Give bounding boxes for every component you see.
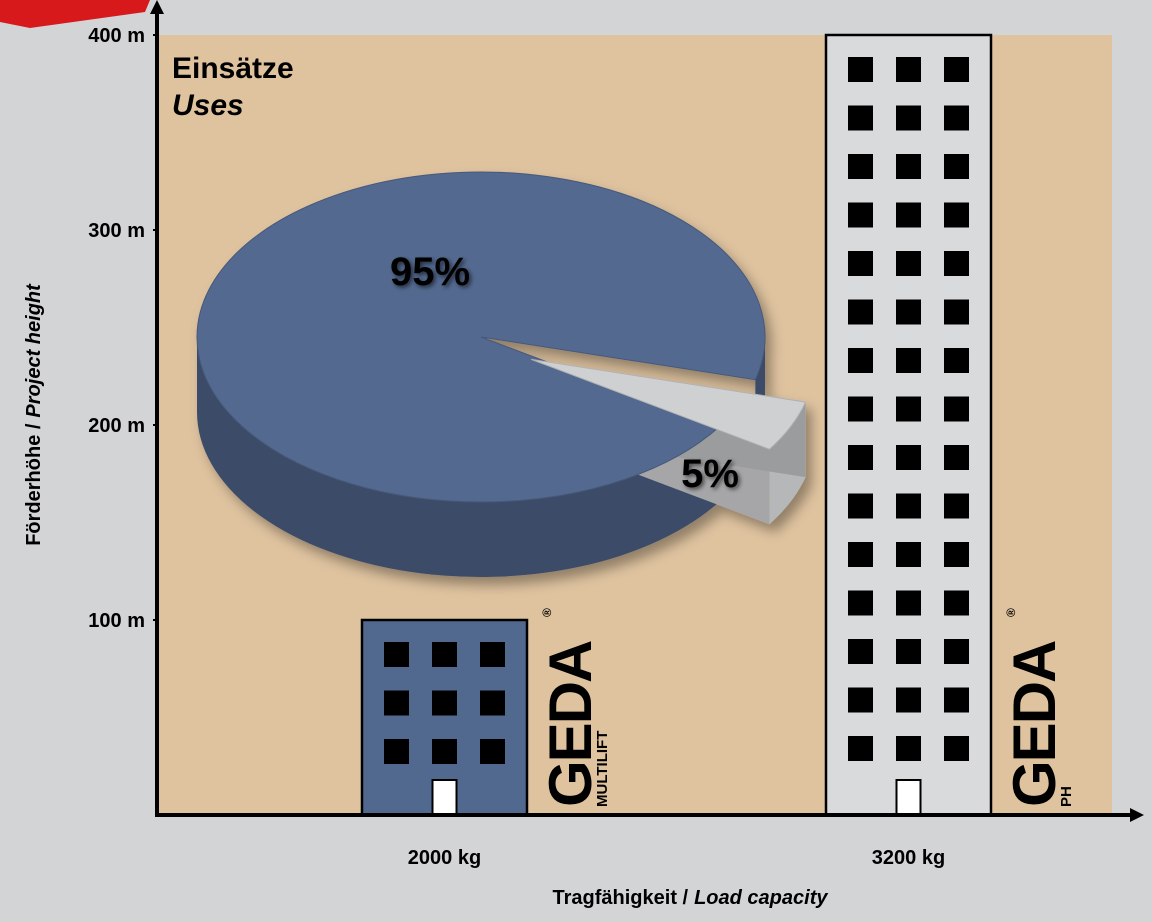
window xyxy=(848,591,873,616)
window xyxy=(944,251,969,276)
y-tick-label: 300 m xyxy=(88,220,145,242)
window xyxy=(896,203,921,228)
window xyxy=(896,688,921,713)
window xyxy=(944,542,969,567)
y-axis-title-en: Project height xyxy=(23,283,45,418)
window xyxy=(848,445,873,470)
window xyxy=(848,494,873,519)
window xyxy=(432,691,457,716)
y-axis-title-de: Förderhöhe / xyxy=(23,423,45,546)
door xyxy=(897,780,921,815)
x-tick-label: 3200 kg xyxy=(872,847,945,869)
window xyxy=(944,348,969,373)
window xyxy=(384,739,409,764)
window xyxy=(896,445,921,470)
x-axis-title-de: Tragfähigkeit / xyxy=(553,887,689,909)
window xyxy=(848,154,873,179)
window xyxy=(432,642,457,667)
pie-value-label: 5% xyxy=(681,452,739,496)
window xyxy=(944,494,969,519)
window xyxy=(896,348,921,373)
window xyxy=(480,642,505,667)
window xyxy=(848,348,873,373)
window xyxy=(896,300,921,325)
brand-mark: ® xyxy=(1004,608,1018,617)
window xyxy=(896,397,921,422)
brand-model: MULTILIFT xyxy=(594,731,611,807)
window xyxy=(480,739,505,764)
window xyxy=(896,106,921,131)
window xyxy=(848,688,873,713)
window xyxy=(896,639,921,664)
brand-model: PH xyxy=(1058,786,1075,807)
window xyxy=(848,106,873,131)
brand-mark: ® xyxy=(540,608,554,617)
window xyxy=(896,154,921,179)
pie-subtitle: Uses xyxy=(172,89,244,122)
window xyxy=(384,691,409,716)
y-tick-label: 400 m xyxy=(88,25,145,47)
window xyxy=(896,57,921,82)
window xyxy=(480,691,505,716)
window xyxy=(896,542,921,567)
page: GEDAMULTILIFT®GEDAPH® Einsätze Uses Trag… xyxy=(0,0,1152,922)
y-tick-label: 200 m xyxy=(88,415,145,437)
door xyxy=(433,780,457,815)
y-tick-label: 100 m xyxy=(88,610,145,632)
window xyxy=(848,542,873,567)
window xyxy=(848,397,873,422)
window xyxy=(848,300,873,325)
chart: GEDAMULTILIFT®GEDAPH® Einsätze Uses Trag… xyxy=(0,0,1152,922)
window xyxy=(944,57,969,82)
window xyxy=(944,106,969,131)
window xyxy=(848,57,873,82)
window xyxy=(896,251,921,276)
window xyxy=(944,736,969,761)
window xyxy=(944,591,969,616)
window xyxy=(944,445,969,470)
y-axis-title: Förderhöhe / Project height xyxy=(23,283,45,546)
window xyxy=(848,251,873,276)
x-axis-title-en: Load capacity xyxy=(694,887,828,909)
pie-value-label: 95% xyxy=(390,250,470,294)
pie-title: Einsätze xyxy=(172,52,294,85)
window xyxy=(848,639,873,664)
window xyxy=(848,736,873,761)
window xyxy=(944,300,969,325)
window xyxy=(896,736,921,761)
pie-slice xyxy=(197,172,765,502)
window xyxy=(944,688,969,713)
window xyxy=(896,591,921,616)
brand-name: GEDA xyxy=(1001,641,1068,807)
window xyxy=(944,203,969,228)
window xyxy=(944,639,969,664)
window xyxy=(848,203,873,228)
window xyxy=(944,397,969,422)
x-tick-label: 2000 kg xyxy=(408,847,481,869)
window xyxy=(944,154,969,179)
window xyxy=(896,494,921,519)
window xyxy=(432,739,457,764)
window xyxy=(384,642,409,667)
